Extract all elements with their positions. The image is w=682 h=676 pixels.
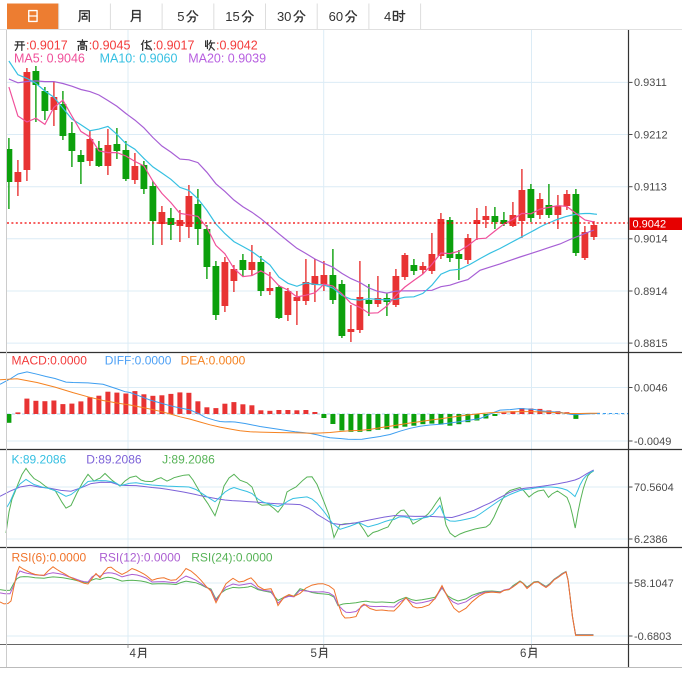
svg-text:0.9014: 0.9014 (634, 234, 668, 246)
svg-text:5: 5 (311, 648, 317, 660)
svg-text:MA20: 0.9039: MA20: 0.9039 (188, 52, 266, 66)
svg-text:70.5604: 70.5604 (634, 482, 674, 494)
svg-text:MA5: 0.9046: MA5: 0.9046 (14, 52, 85, 66)
svg-text:0.9042: 0.9042 (633, 218, 667, 230)
svg-text:4: 4 (130, 648, 137, 660)
svg-text:-0.6803: -0.6803 (634, 631, 671, 643)
svg-text::0.9042: :0.9042 (216, 39, 258, 53)
svg-text::0.9017: :0.9017 (26, 39, 68, 53)
svg-text:0.8815: 0.8815 (634, 338, 668, 350)
svg-text:0.9212: 0.9212 (634, 129, 668, 141)
svg-text:60: 60 (329, 9, 343, 24)
svg-text:DEA:0.0000: DEA:0.0000 (181, 354, 246, 368)
svg-text:K:89.2086: K:89.2086 (12, 453, 67, 467)
svg-text::0.9017: :0.9017 (153, 39, 195, 53)
svg-text:6.2386: 6.2386 (634, 534, 668, 546)
svg-text:6: 6 (520, 648, 526, 660)
svg-text::0.9045: :0.9045 (89, 39, 131, 53)
svg-text:4: 4 (384, 9, 391, 24)
svg-text:DIFF:0.0000: DIFF:0.0000 (105, 354, 172, 368)
svg-text:RSI(12):0.0000: RSI(12):0.0000 (99, 551, 181, 565)
svg-text:D:89.2086: D:89.2086 (86, 453, 142, 467)
svg-text:MACD:0.0000: MACD:0.0000 (12, 354, 88, 368)
svg-text:5: 5 (177, 9, 184, 24)
svg-text:0.9113: 0.9113 (634, 182, 667, 194)
svg-text:MA10: 0.9060: MA10: 0.9060 (100, 52, 178, 66)
svg-text:RSI(24):0.0000: RSI(24):0.0000 (191, 551, 273, 565)
svg-text:0.9311: 0.9311 (634, 77, 667, 89)
svg-text:0.0046: 0.0046 (634, 382, 668, 394)
svg-text:RSI(6):0.0000: RSI(6):0.0000 (12, 551, 87, 565)
svg-text:J:89.2086: J:89.2086 (162, 453, 215, 467)
svg-text:30: 30 (277, 9, 291, 24)
svg-text:15: 15 (225, 9, 239, 24)
svg-text:58.1047: 58.1047 (634, 578, 674, 590)
svg-text:-0.0049: -0.0049 (634, 436, 671, 448)
svg-text:0.8914: 0.8914 (634, 286, 668, 298)
